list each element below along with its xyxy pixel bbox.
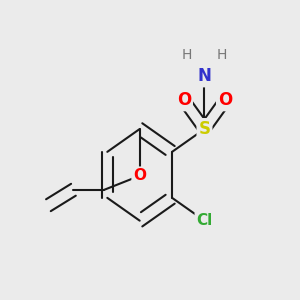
Text: H: H xyxy=(217,48,227,62)
Text: O: O xyxy=(218,91,232,109)
Text: O: O xyxy=(177,91,191,109)
Text: S: S xyxy=(199,120,211,138)
Text: H: H xyxy=(182,48,192,62)
Text: O: O xyxy=(133,168,146,183)
Text: N: N xyxy=(197,68,212,85)
Text: Cl: Cl xyxy=(196,213,213,228)
